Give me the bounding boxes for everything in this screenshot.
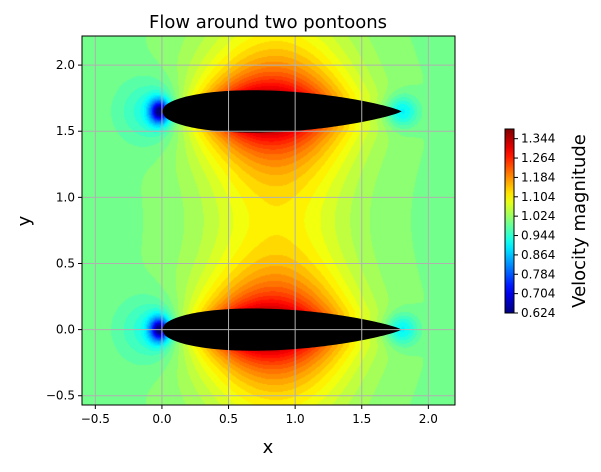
colorbar-tick-label: 1.344 <box>521 132 555 146</box>
colorbar-tick-label: 1.104 <box>521 190 555 204</box>
x-tick-label: 1.0 <box>286 412 305 426</box>
y-tick-label: 0.0 <box>56 323 75 337</box>
colorbar-tick-label: 0.784 <box>521 267 555 281</box>
x-tick-label: 1.5 <box>352 412 371 426</box>
x-axis-ticks: −0.5 0.0 0.5 1.0 1.5 2.0 <box>81 405 438 426</box>
grid-lines <box>82 36 455 405</box>
colorbar-gradient <box>505 129 514 313</box>
colorbar-tick-label: 0.864 <box>521 248 555 262</box>
y-axis-label: y <box>14 215 35 226</box>
x-tick-label: −0.5 <box>81 412 110 426</box>
plot-frame <box>81 35 456 406</box>
colorbar-tick-label: 0.704 <box>521 287 555 301</box>
x-axis-label: x <box>263 437 274 458</box>
chart-title: Flow around two pontoons <box>149 12 387 33</box>
colorbar-tick-label: 1.264 <box>521 151 555 165</box>
y-tick-label: −0.5 <box>46 389 75 403</box>
y-tick-label: 1.5 <box>56 124 75 138</box>
colorbar-tick-label: 1.024 <box>521 209 555 223</box>
colorbar-label: Velocity magnitude <box>569 134 590 308</box>
x-tick-label: 2.0 <box>419 412 438 426</box>
colorbar-tick-label: 0.624 <box>521 306 555 320</box>
x-tick-label: 0.5 <box>219 412 238 426</box>
x-tick-label: 0.0 <box>152 412 171 426</box>
y-tick-label: 0.5 <box>56 256 75 270</box>
colorbar-ticks: 0.624 0.704 0.784 0.864 0.944 1.024 1.104 1.184… <box>514 132 555 320</box>
colorbar: 0.624 0.704 0.784 0.864 0.944 1.024 1.104 1.184… <box>504 128 590 320</box>
y-tick-label: 1.0 <box>56 190 75 204</box>
colorbar-tick-label: 0.944 <box>521 229 555 243</box>
colorbar-frame <box>504 128 515 314</box>
y-axis-ticks: −0.5 0.0 0.5 1.0 1.5 2.0 <box>46 58 82 403</box>
colorbar-tick-label: 1.184 <box>521 170 555 184</box>
pontoon-top <box>161 90 402 133</box>
y-tick-label: 2.0 <box>56 58 75 72</box>
plot-area <box>81 35 456 406</box>
pontoon-layer <box>161 90 402 351</box>
